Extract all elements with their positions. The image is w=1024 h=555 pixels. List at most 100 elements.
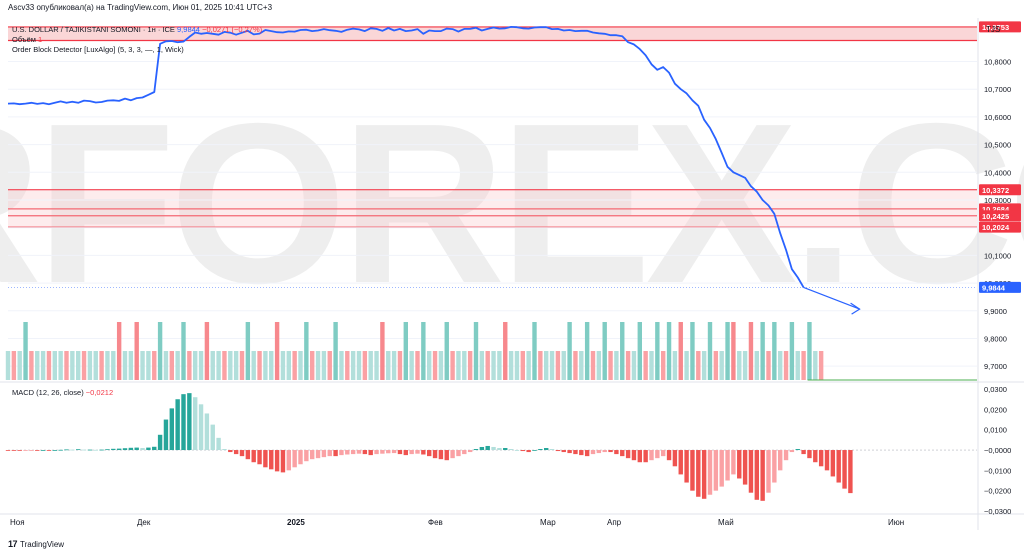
volume-bar (544, 351, 549, 380)
volume-bar (263, 351, 268, 380)
volume-bar (46, 351, 52, 380)
order-block-price-tag (979, 210, 1021, 222)
macd-bar (789, 450, 795, 453)
volume-bar (269, 351, 274, 380)
macd-bar (690, 450, 695, 491)
macd-tick-label: 0,0300 (984, 385, 1007, 394)
time-tick-label: Дек (137, 518, 151, 527)
time-tick-label: Мар (540, 518, 556, 527)
indicator-name[interactable]: Order Block Detector [LuxAlgo] (5, 3, 3,… (12, 45, 184, 54)
price-axis[interactable]: 10,8000 10,7000 10,6000 10,5000 10,4000 10,30… (979, 21, 1021, 516)
macd-bar (310, 450, 315, 460)
volume-bar (432, 351, 438, 380)
macd-bar (579, 450, 584, 456)
macd-bar (327, 450, 332, 457)
macd-bar (362, 450, 368, 455)
order-block-price-tag (979, 184, 1021, 196)
volume-bar (666, 322, 672, 380)
volume-bar (339, 351, 344, 380)
order-block-price-text: 10,2024 (982, 223, 1010, 232)
volume-bar (725, 322, 730, 380)
currency-label[interactable]: TJS (986, 25, 1001, 34)
volume-bar (584, 322, 590, 380)
macd-bar (76, 449, 81, 451)
volume-bar (23, 322, 28, 380)
macd-bar (216, 437, 221, 451)
volume-bar (391, 351, 397, 380)
macd-bar (368, 450, 373, 456)
volume-bar (286, 351, 291, 380)
volume-bar (754, 351, 759, 380)
macd-bar (801, 450, 806, 455)
volume-bar (228, 351, 233, 380)
macd-bar (842, 450, 847, 489)
macd-bar (99, 449, 104, 451)
volume-bar (35, 351, 40, 380)
footer-brand[interactable]: 17 TradingView (8, 539, 64, 549)
volume-bar (111, 351, 116, 380)
volume-bar (163, 351, 169, 380)
macd-bar (696, 450, 701, 497)
volume-bar (742, 351, 748, 380)
volume-bar (362, 351, 368, 380)
macd-tick-label: −0,0100 (984, 466, 1011, 475)
macd-bar (140, 448, 145, 451)
volume-label[interactable]: Объём (12, 35, 36, 44)
volume-bar (198, 351, 204, 380)
macd-bar (526, 450, 531, 453)
macd-bar (684, 450, 689, 483)
volume-bar (409, 351, 414, 380)
macd-bar (830, 450, 836, 477)
volume-bar (783, 351, 789, 380)
volume-bar (579, 351, 584, 380)
volume-bar (315, 351, 321, 380)
volume-bar (602, 322, 607, 380)
volume-bar (807, 322, 812, 380)
volume-bar (766, 351, 771, 380)
last-price-tag (979, 281, 1021, 293)
macd-bar (87, 449, 93, 451)
volume-bar (327, 351, 332, 380)
symbol-name[interactable]: U.S. DOLLAR / TAJIKISTANI SOMONI · 1н · … (12, 25, 175, 34)
volume-bar (801, 351, 806, 380)
volume-bar (29, 351, 34, 380)
macd-bar (479, 446, 485, 451)
macd-bar (280, 450, 286, 473)
volume-bar (64, 351, 69, 380)
macd-bar (737, 450, 742, 479)
volume-bar (772, 322, 777, 380)
time-axis[interactable]: Ноя Дек 2025 Фев Мар Апр Май Июн (10, 518, 904, 527)
macd-bar (573, 450, 578, 455)
legend-indicator-row: Order Block Detector [LuxAlgo] (5, 3, 3,… (12, 45, 184, 54)
price-series-line (7, 25, 805, 288)
volume-bar (491, 351, 496, 380)
macd-name[interactable]: MACD (12, 26, close) (12, 388, 84, 397)
volume-bar (701, 351, 707, 380)
tradingview-logo-icon: 17 (8, 539, 18, 549)
volume-bar (549, 351, 555, 380)
macd-bar (116, 448, 122, 451)
macd-bar (181, 394, 186, 451)
legend-volume-row: Объём 1 (12, 35, 42, 44)
macd-bar (748, 450, 754, 493)
forecast-arrow-head-icon (850, 302, 861, 315)
macd-bar (485, 445, 490, 451)
macd-bar (544, 448, 549, 451)
macd-bar (754, 450, 759, 500)
volume-bar (292, 351, 297, 380)
macd-bar (450, 450, 455, 459)
volume-bar (526, 351, 531, 380)
macd-bar (760, 450, 765, 501)
order-block-price-tag (979, 221, 1021, 233)
volume-bar (690, 322, 695, 380)
volume-bar (128, 351, 134, 380)
volume-bar (280, 351, 286, 380)
price-tick-label: 10,5000 (984, 141, 1011, 150)
volume-bar (713, 351, 719, 380)
macd-bar (198, 404, 204, 451)
legend-symbol-row: U.S. DOLLAR / TAJIKISTANI SOMONI · 1н · … (12, 25, 262, 34)
volume-bar (427, 351, 432, 380)
price-tick-label: 10,1000 (984, 251, 1011, 260)
